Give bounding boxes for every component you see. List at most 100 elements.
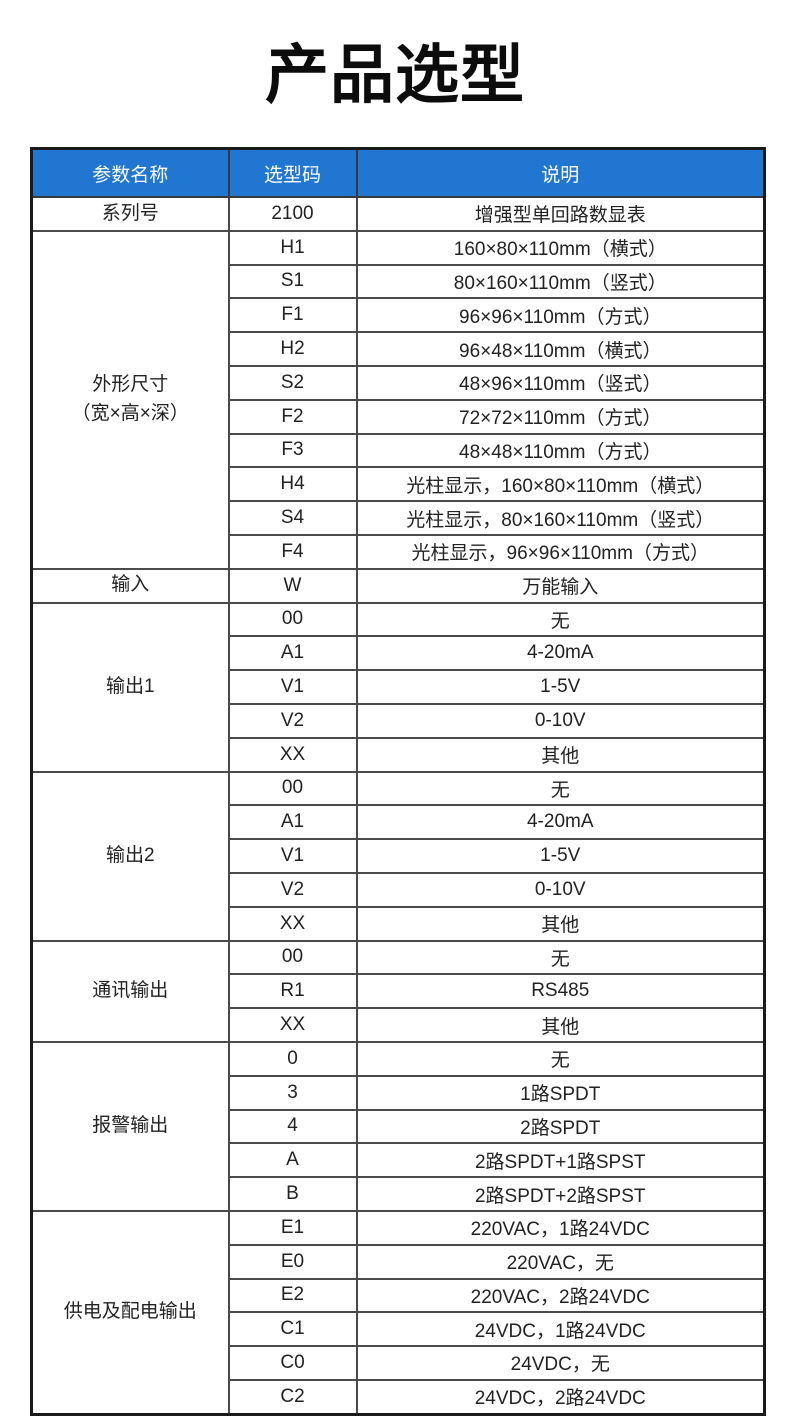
table-row: E2 220VAC，2路24VDC (32, 1277, 766, 1314)
table-row: C0 24VDC，无 (32, 1345, 766, 1381)
selection-code-cell: F4 (227, 533, 358, 570)
selection-code-cell: C2 (227, 1378, 358, 1416)
selection-code-cell: F1 (227, 297, 358, 334)
description-cell: 1路SPDT (355, 1074, 766, 1111)
selection-code-cell: 00 (227, 601, 358, 638)
selection-code-cell: 3 (227, 1074, 358, 1111)
table-row: F2 72×72×110mm（方式） (32, 398, 766, 435)
selection-code-cell: F2 (227, 398, 358, 435)
table-row: A 2路SPDT+1路SPST (32, 1142, 766, 1179)
selection-code-cell: R1 (227, 973, 358, 1010)
description-cell: 无 (355, 939, 766, 976)
description-cell: 4-20mA (355, 804, 766, 841)
description-cell: 无 (355, 601, 766, 638)
selection-code-cell: S4 (227, 500, 358, 536)
selection-code-cell: E1 (227, 1209, 358, 1246)
description-cell: 无 (355, 770, 766, 807)
col-header-param-name: 参数名称 (30, 147, 230, 198)
param-name-cell: 外形尺寸 （宽×高×深） (30, 229, 230, 570)
description-cell: 4-20mA (355, 635, 766, 672)
selection-code-cell: E0 (227, 1243, 358, 1280)
table-row: 4 2路SPDT (32, 1108, 766, 1145)
description-cell: 80×160×110mm（竖式） (355, 263, 766, 300)
description-cell: 24VDC，无 (355, 1345, 766, 1381)
selection-code-cell: V1 (227, 669, 358, 705)
selection-code-cell: H2 (227, 331, 358, 367)
description-cell: 160×80×110mm（横式） (355, 229, 766, 266)
selection-code-cell: V2 (227, 702, 358, 739)
col-header-description: 说明 (355, 147, 766, 198)
table-header-row: 参数名称 选型码 说明 (30, 147, 766, 198)
product-selection-table: 参数名称 选型码 说明 系列号 2100 增强型单回路数显表 外形尺寸 （宽×高×深）… (30, 147, 766, 1416)
param-name-cell: 报警输出 (30, 1040, 230, 1212)
table-row: V1 1-5V (32, 669, 766, 705)
table-row: V2 0-10V (32, 702, 766, 739)
description-cell: 增强型单回路数显表 (355, 196, 766, 232)
col-header-selection-code: 选型码 (227, 147, 358, 198)
selection-code-cell: C1 (227, 1311, 358, 1348)
description-cell: 220VAC，2路24VDC (355, 1277, 766, 1314)
table-row: XX 其他 (32, 905, 766, 942)
description-cell: 220VAC，无 (355, 1243, 766, 1280)
selection-code-cell: 2100 (227, 196, 358, 232)
param-name-cell: 输入 (30, 567, 230, 604)
selection-code-cell: V1 (227, 838, 358, 874)
description-cell: 0-10V (355, 702, 766, 739)
param-name-cell: 输出1 (30, 601, 230, 773)
description-cell: 2路SPDT+2路SPST (355, 1176, 766, 1212)
description-cell: 220VAC，1路24VDC (355, 1209, 766, 1246)
description-cell: 72×72×110mm（方式） (355, 398, 766, 435)
table-row: F1 96×96×110mm（方式） (32, 297, 766, 334)
table-row: F3 48×48×110mm（方式） (32, 432, 766, 469)
table-row: 外形尺寸 （宽×高×深） H1 160×80×110mm（横式） (30, 229, 766, 570)
selection-code-cell: W (227, 567, 358, 604)
table-row: E0 220VAC，无 (32, 1243, 766, 1280)
table-row: S2 48×96×110mm（竖式） (32, 364, 766, 401)
description-cell: RS485 (355, 973, 766, 1010)
table-row: 输出1 00 无 (30, 601, 766, 773)
table-row: 输出2 00 无 (30, 770, 766, 942)
table-row: B 2路SPDT+2路SPST (32, 1176, 766, 1212)
param-name-cell: 通讯输出 (30, 939, 230, 1043)
description-cell: 万能输入 (355, 567, 766, 604)
param-name-cell: 系列号 (30, 196, 230, 232)
selection-code-cell: V2 (227, 871, 358, 908)
description-cell: 48×96×110mm（竖式） (355, 364, 766, 401)
selection-code-cell: F3 (227, 432, 358, 469)
selection-code-cell: S1 (227, 263, 358, 300)
table-row: C1 24VDC，1路24VDC (32, 1311, 766, 1348)
description-cell: 无 (355, 1040, 766, 1077)
table-row: 输入 W 万能输入 (30, 567, 766, 604)
table-row: XX 其他 (32, 1007, 766, 1043)
selection-code-cell: 00 (227, 770, 358, 807)
selection-code-cell: H1 (227, 229, 358, 266)
selection-code-cell: A1 (227, 804, 358, 841)
table-row: S1 80×160×110mm（竖式） (32, 263, 766, 300)
selection-code-cell: B (227, 1176, 358, 1212)
table-body: 系列号 2100 增强型单回路数显表 外形尺寸 （宽×高×深） H1 160×80×110… (30, 196, 766, 1416)
table-row: A1 4-20mA (32, 635, 766, 672)
description-cell: 光柱显示，96×96×110mm（方式） (355, 533, 766, 570)
selection-code-cell: 00 (227, 939, 358, 976)
selection-code-cell: XX (227, 905, 358, 942)
selection-code-cell: 4 (227, 1108, 358, 1145)
description-cell: 1-5V (355, 838, 766, 874)
description-cell: 96×96×110mm（方式） (355, 297, 766, 334)
table-row: F4 光柱显示，96×96×110mm（方式） (32, 533, 766, 570)
description-cell: 其他 (355, 736, 766, 773)
table-row: 系列号 2100 增强型单回路数显表 (30, 196, 766, 232)
description-cell: 0-10V (355, 871, 766, 908)
selection-code-cell: 0 (227, 1040, 358, 1077)
selection-code-cell: C0 (227, 1345, 358, 1381)
param-name-cell: 输出2 (30, 770, 230, 942)
description-cell: 光柱显示，80×160×110mm（竖式） (355, 500, 766, 536)
description-cell: 1-5V (355, 669, 766, 705)
table-row: H4 光柱显示，160×80×110mm（横式） (32, 466, 766, 503)
description-cell: 2路SPDT+1路SPST (355, 1142, 766, 1179)
table-row: S4 光柱显示，80×160×110mm（竖式） (32, 500, 766, 536)
description-cell: 96×48×110mm（横式） (355, 331, 766, 367)
selection-code-cell: S2 (227, 364, 358, 401)
table-row: 供电及配电输出 E1 220VAC，1路24VDC (30, 1209, 766, 1416)
description-cell: 其他 (355, 905, 766, 942)
description-cell: 24VDC，1路24VDC (355, 1311, 766, 1348)
